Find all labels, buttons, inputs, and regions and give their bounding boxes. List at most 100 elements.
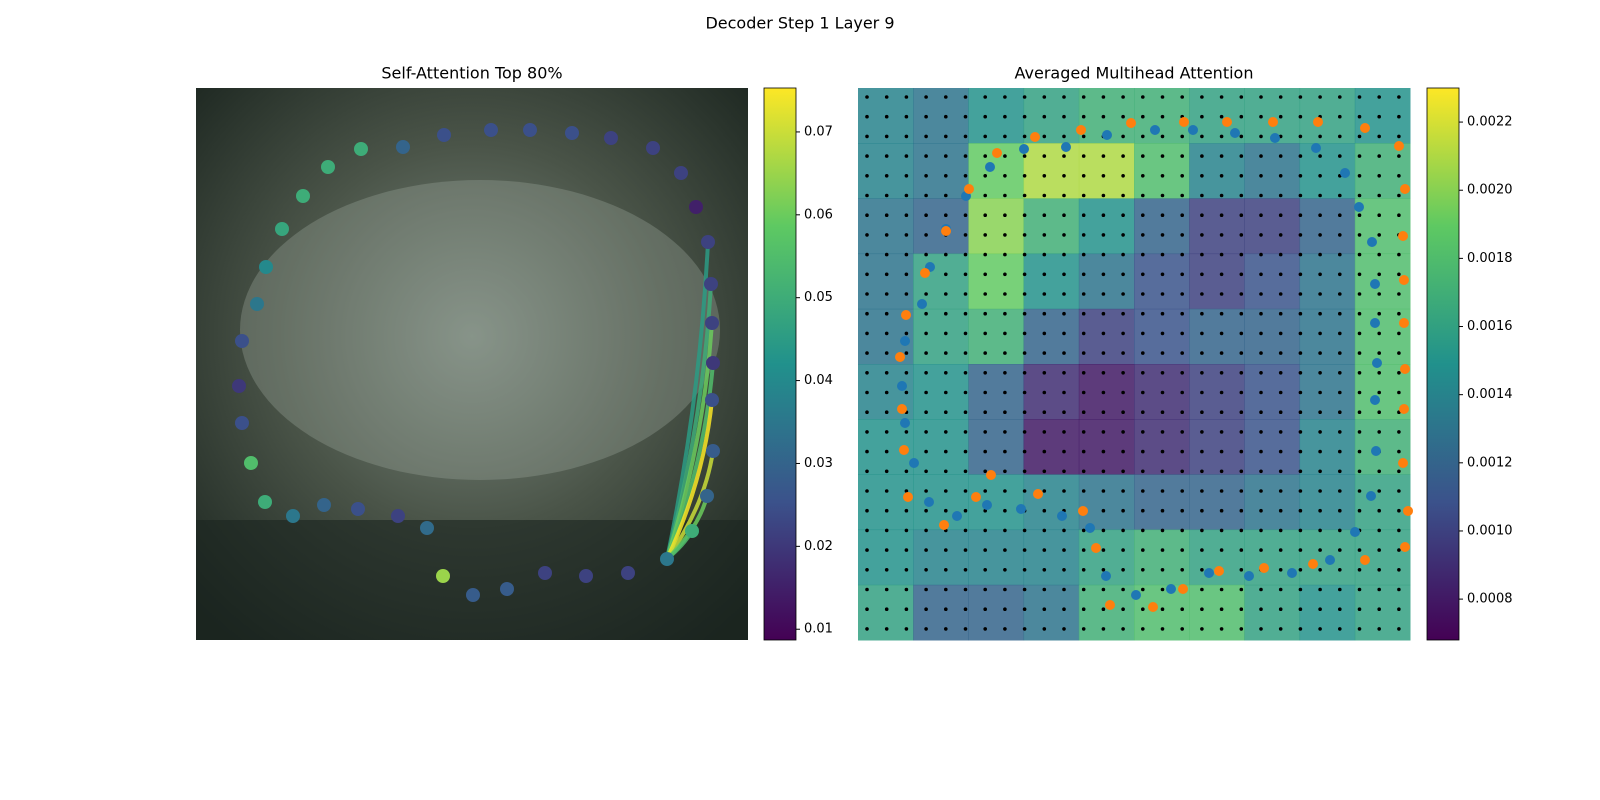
grid-dot — [1200, 174, 1204, 178]
point — [1179, 117, 1189, 127]
grid-dot — [924, 114, 928, 119]
grid-dot — [944, 371, 948, 375]
grid-dot — [1160, 272, 1165, 277]
grid-dot — [1377, 252, 1381, 257]
grid-dot — [1022, 587, 1027, 592]
grid-dot — [1062, 331, 1066, 336]
grid-dot — [983, 410, 987, 415]
grid-dot — [944, 390, 948, 395]
grid-dot — [1239, 430, 1244, 434]
point — [1308, 559, 1318, 569]
grid-dot — [1239, 607, 1244, 611]
grid-dot — [1003, 607, 1007, 611]
point — [1399, 318, 1409, 328]
grid-dot — [1318, 568, 1322, 572]
grid-dot — [884, 469, 889, 474]
grid-dot — [884, 390, 889, 395]
grid-dot — [865, 627, 869, 631]
grid-dot — [865, 213, 869, 217]
grid-dot — [904, 331, 909, 336]
grid-dot — [1338, 134, 1342, 139]
point — [1399, 404, 1409, 414]
grid-dot — [1259, 371, 1263, 375]
grid-dot — [1219, 95, 1224, 99]
grid-dot — [1357, 252, 1362, 257]
grid-dot — [1180, 272, 1184, 277]
point — [899, 445, 909, 455]
grid-dot — [963, 489, 968, 493]
grid-dot — [1377, 331, 1381, 336]
grid-dot — [944, 568, 948, 572]
figure-title: Decoder Step 1 Layer 9 — [705, 14, 894, 33]
heatmap-cell — [1189, 364, 1245, 420]
grid-dot — [1062, 114, 1066, 119]
grid-dot — [1278, 213, 1283, 217]
grid-dot — [1062, 193, 1066, 198]
grid-dot — [1377, 272, 1381, 277]
grid-dot — [884, 193, 889, 198]
grid-dot — [1180, 213, 1184, 217]
grid-dot — [924, 292, 928, 296]
heatmap-cell — [1023, 419, 1080, 475]
grid-dot — [1318, 292, 1322, 296]
grid-dot — [983, 252, 987, 257]
grid-dot — [904, 469, 909, 474]
heatmap-cell — [1354, 198, 1411, 255]
grid-dot — [963, 292, 968, 296]
grid-dot — [1259, 607, 1263, 611]
grid-dot — [1101, 272, 1106, 277]
heatmap-cell — [1299, 198, 1356, 255]
grid-dot — [1180, 607, 1184, 611]
point — [1398, 231, 1408, 241]
grid-dot — [1121, 489, 1125, 493]
grid-dot — [904, 568, 909, 572]
grid-dot — [1121, 252, 1125, 257]
heatmap-cell — [1299, 584, 1356, 641]
point — [1400, 184, 1410, 194]
heatmap-cell — [858, 253, 914, 310]
grid-dot — [904, 114, 909, 119]
point — [900, 418, 910, 428]
grid-dot — [1377, 410, 1381, 415]
grid-dot — [1022, 193, 1027, 198]
grid-dot — [1357, 587, 1362, 592]
grid-dot — [1259, 331, 1263, 336]
grid-dot — [884, 528, 889, 533]
grid-dot — [1338, 154, 1342, 158]
grid-dot — [1357, 331, 1362, 336]
grid-dot — [1377, 627, 1381, 631]
grid-dot — [1022, 528, 1027, 533]
grid-dot — [1101, 449, 1106, 454]
heatmap-cell — [1189, 308, 1245, 365]
grid-dot — [1219, 351, 1224, 355]
point — [1150, 125, 1160, 135]
grid-dot — [1259, 193, 1263, 198]
grid-dot — [1081, 233, 1086, 237]
grid-dot — [1259, 272, 1263, 277]
grid-dot — [1101, 193, 1106, 198]
grid-dot — [1160, 627, 1165, 631]
grid-dot — [1259, 114, 1263, 119]
grid-dot — [1042, 469, 1047, 474]
grid-dot — [963, 252, 968, 257]
point — [685, 524, 699, 538]
point — [1370, 279, 1380, 289]
grid-dot — [1062, 272, 1066, 277]
point — [701, 235, 715, 249]
grid-dot — [1101, 489, 1106, 493]
grid-dot — [983, 213, 987, 217]
grid-dot — [904, 351, 909, 355]
grid-dot — [1318, 311, 1322, 316]
grid-dot — [963, 469, 968, 474]
grid-dot — [1200, 154, 1204, 158]
grid-dot — [865, 114, 869, 119]
grid-dot — [1219, 292, 1224, 296]
grid-dot — [1081, 568, 1086, 572]
grid-dot — [1081, 331, 1086, 336]
grid-dot — [1318, 627, 1322, 631]
grid-dot — [1397, 134, 1401, 139]
grid-dot — [924, 410, 928, 415]
grid-dot — [1298, 390, 1303, 395]
grid-dot — [963, 508, 968, 513]
